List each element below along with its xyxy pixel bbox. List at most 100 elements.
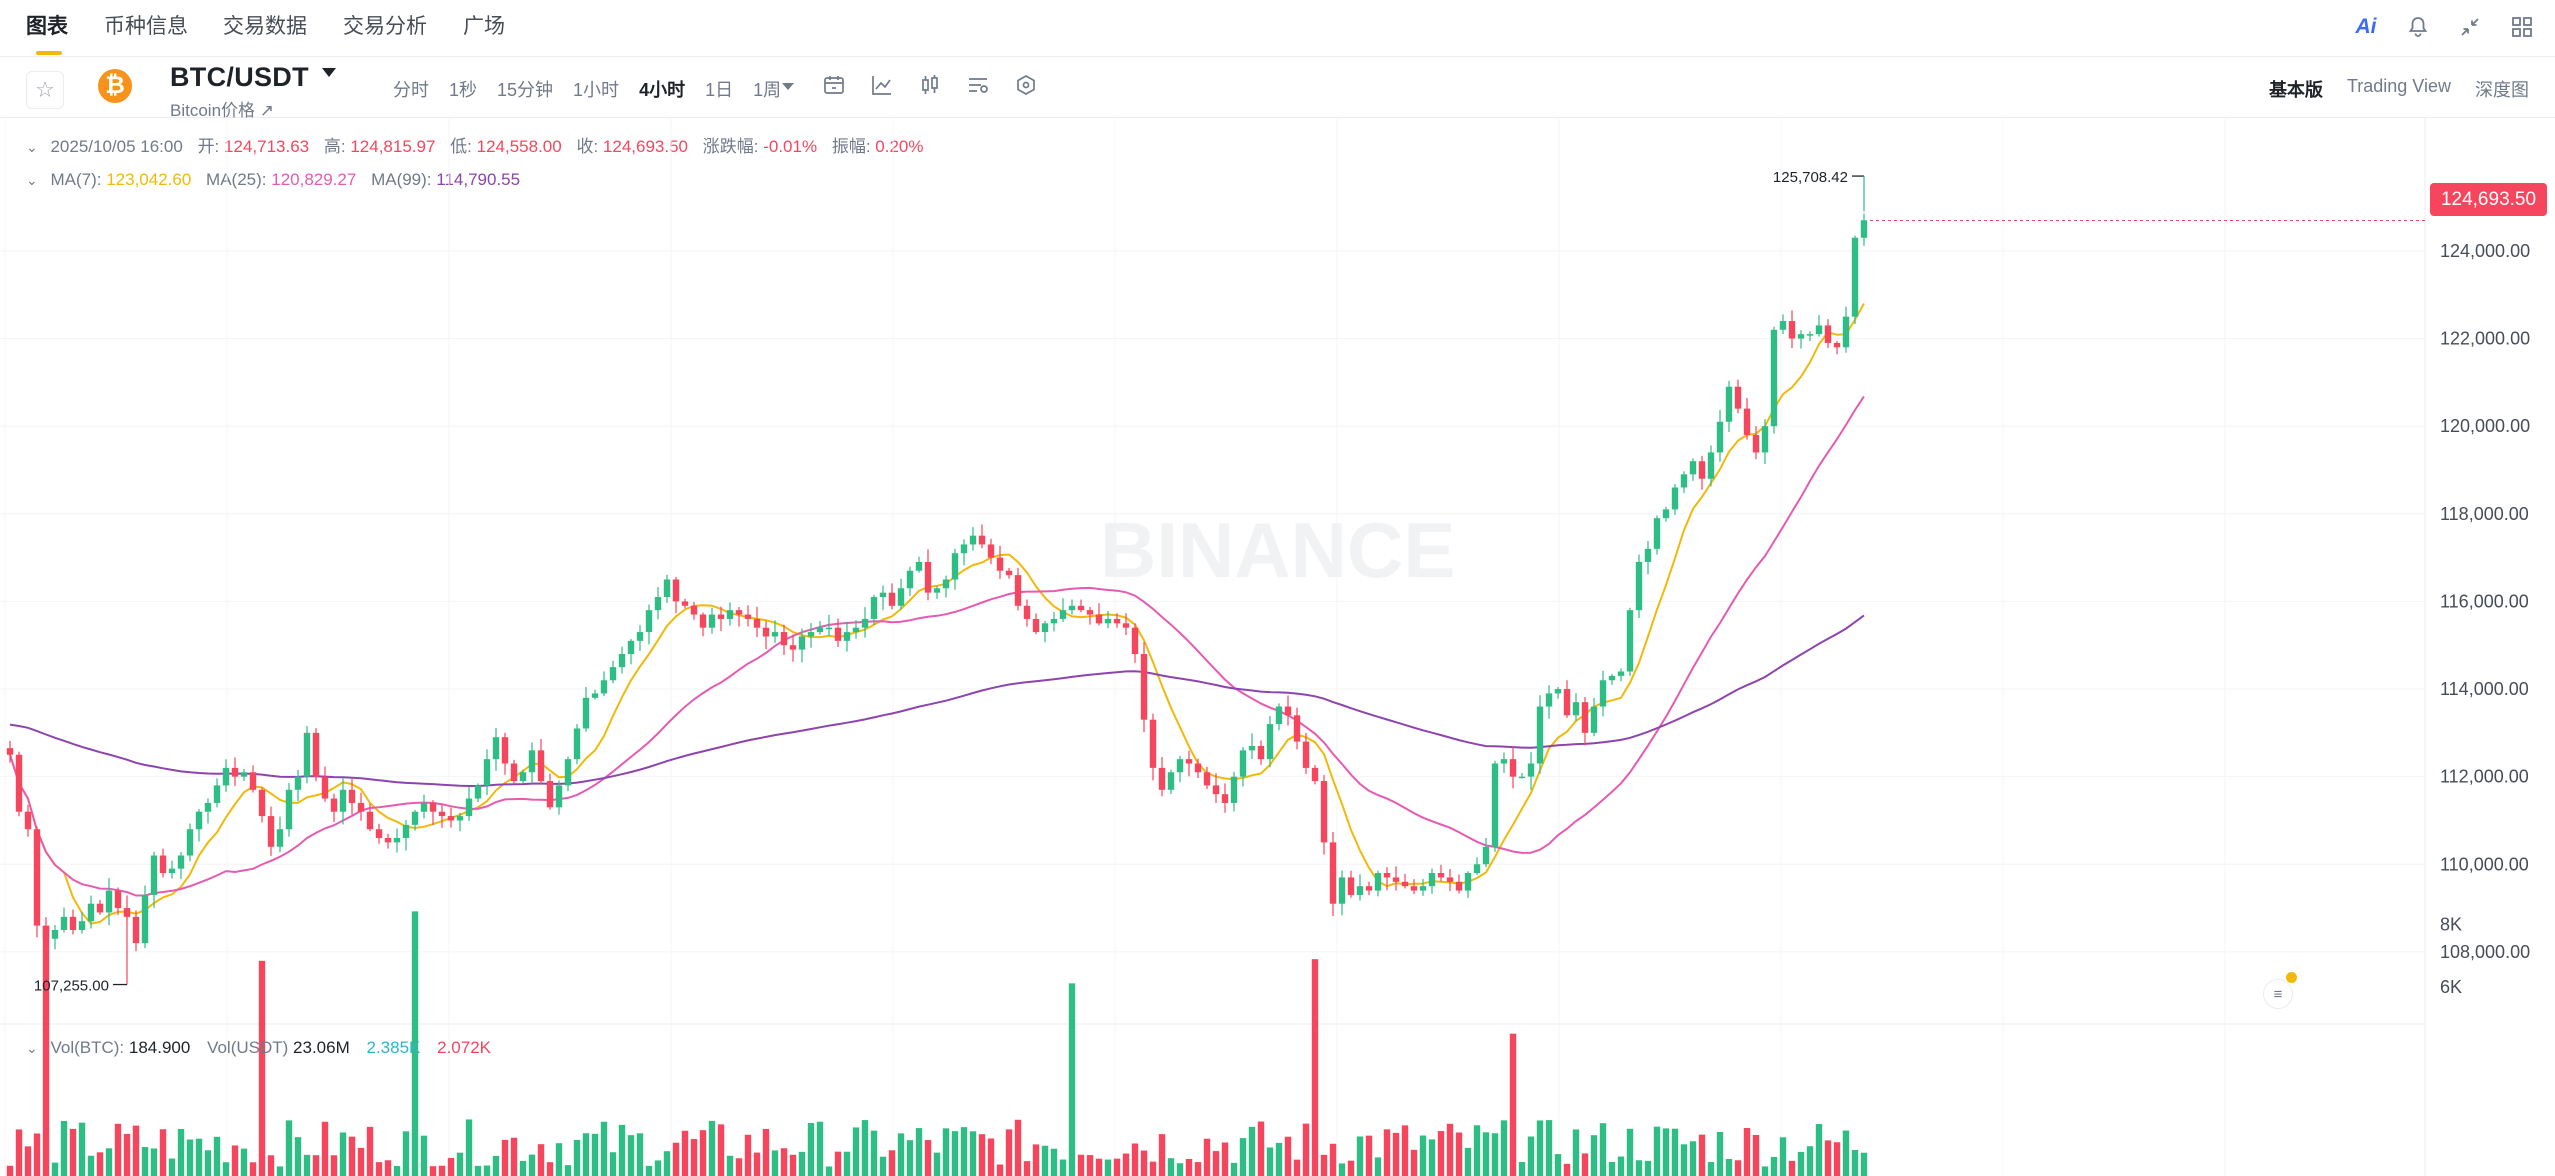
view-depth[interactable]: 深度图 bbox=[2475, 80, 2529, 100]
candle-up bbox=[150, 855, 158, 895]
chevron-down-icon[interactable]: ⌄ bbox=[26, 1040, 38, 1056]
candlestick-chart[interactable]: BINANCE 124,000.00 122,000.00 120,000.00 11… bbox=[0, 117, 2555, 1176]
volume-bar bbox=[1194, 1162, 1202, 1176]
tab-coin-info[interactable]: 币种信息 bbox=[104, 15, 188, 38]
candle-up bbox=[1572, 702, 1580, 716]
chart-settings-icon[interactable] bbox=[964, 71, 992, 99]
candle-down bbox=[330, 798, 338, 812]
volume-bar bbox=[1176, 1163, 1184, 1176]
volume-bar bbox=[591, 1133, 599, 1176]
volume-bar bbox=[1815, 1124, 1823, 1176]
candle-up bbox=[564, 759, 572, 786]
candle-up bbox=[663, 579, 671, 598]
candle-up bbox=[222, 767, 230, 786]
interval-timeline[interactable]: 分时 bbox=[393, 80, 429, 100]
view-basic[interactable]: 基本版 bbox=[2268, 80, 2323, 100]
volume-bar bbox=[312, 1155, 320, 1176]
candle-type-icon[interactable] bbox=[916, 71, 944, 99]
candle-up bbox=[1680, 474, 1688, 488]
caret-down-icon[interactable] bbox=[322, 68, 336, 77]
candle-down bbox=[69, 916, 77, 930]
candle-down bbox=[672, 579, 680, 602]
candle-up bbox=[1725, 386, 1733, 422]
interval-1d[interactable]: 1日 bbox=[705, 80, 734, 100]
ohlc-info-row: ⌄ 2025/10/05 16:00 开: 124,713.63 高: 124,… bbox=[26, 137, 924, 156]
volume-bar bbox=[1041, 1145, 1049, 1176]
document-icon[interactable]: ≡ bbox=[2263, 979, 2293, 1009]
tab-trading-data[interactable]: 交易数据 bbox=[223, 15, 307, 38]
volume-bar bbox=[627, 1135, 635, 1176]
volume-bar bbox=[1032, 1144, 1040, 1176]
candle-down bbox=[1302, 741, 1310, 768]
candle-up bbox=[1842, 316, 1850, 348]
volume-bar bbox=[1293, 1159, 1301, 1176]
bell-icon[interactable] bbox=[2403, 12, 2433, 42]
volume-bar bbox=[384, 1160, 392, 1176]
indicator-line-icon[interactable] bbox=[868, 71, 896, 99]
volume-bar bbox=[1428, 1139, 1436, 1176]
volume-bar bbox=[582, 1133, 590, 1176]
hexagon-settings-icon[interactable] bbox=[1012, 71, 1040, 99]
candle-up bbox=[1275, 706, 1283, 725]
volume-bar bbox=[1392, 1132, 1400, 1176]
chevron-down-icon[interactable]: ⌄ bbox=[26, 139, 38, 155]
candle-up bbox=[1779, 321, 1787, 330]
ai-icon[interactable]: Ai bbox=[2355, 15, 2377, 38]
volume-bar bbox=[420, 1135, 428, 1176]
collapse-icon[interactable] bbox=[2455, 12, 2485, 42]
symbol-pair-selector[interactable]: BTC/USDT bbox=[170, 62, 309, 92]
candle-up bbox=[465, 798, 473, 817]
chart-grid bbox=[0, 117, 2426, 1176]
candle-down bbox=[132, 916, 140, 944]
volume-bar bbox=[240, 1148, 248, 1176]
tab-chart[interactable]: 图表 bbox=[26, 15, 68, 38]
grid-icon[interactable] bbox=[2507, 12, 2537, 42]
candle-down bbox=[1284, 706, 1292, 716]
ma25-line bbox=[9, 395, 1865, 897]
volume-bar bbox=[1617, 1156, 1625, 1176]
volume-bar bbox=[1563, 1163, 1571, 1176]
more-intervals-caret-icon[interactable] bbox=[782, 83, 794, 90]
candle-down bbox=[1824, 325, 1832, 343]
candle-down bbox=[987, 544, 995, 558]
interval-1s[interactable]: 1秒 bbox=[449, 80, 478, 100]
interval-1h[interactable]: 1小时 bbox=[573, 80, 620, 100]
tab-square[interactable]: 广场 bbox=[463, 15, 505, 38]
candle-down bbox=[1257, 745, 1265, 760]
price-tick-label: 122,000.00 bbox=[2440, 329, 2530, 349]
interval-4h[interactable]: 4小时 bbox=[639, 80, 686, 100]
favorite-star-icon[interactable]: ☆ bbox=[26, 71, 64, 109]
volume-bar bbox=[1527, 1136, 1535, 1176]
volume-bar bbox=[1302, 1123, 1310, 1176]
interval-15m[interactable]: 15分钟 bbox=[497, 80, 554, 100]
volume-bar bbox=[132, 1125, 140, 1176]
volume-bar bbox=[681, 1130, 689, 1176]
volume-bar bbox=[1365, 1135, 1373, 1176]
candle-down bbox=[1032, 618, 1040, 633]
volume-bar bbox=[1635, 1160, 1643, 1176]
view-tradingview[interactable]: Trading View bbox=[2346, 76, 2451, 96]
interval-1w[interactable]: 1周 bbox=[753, 80, 782, 100]
candle-down bbox=[438, 811, 446, 817]
volume-bar bbox=[393, 1165, 401, 1176]
candle-up bbox=[960, 544, 968, 554]
volume-bar bbox=[1509, 1033, 1517, 1176]
change-value: -0.01% bbox=[763, 137, 818, 156]
candle-up bbox=[1266, 724, 1274, 760]
candle-down bbox=[735, 610, 743, 615]
symbol-subtitle-link[interactable]: Bitcoin价格 ↗ bbox=[170, 101, 274, 120]
candle-up bbox=[519, 772, 527, 782]
volume-bar bbox=[852, 1127, 860, 1176]
tab-trading-analysis[interactable]: 交易分析 bbox=[343, 15, 427, 38]
candle-up bbox=[600, 680, 608, 694]
volume-bar bbox=[222, 1162, 230, 1176]
volume-tick-label: 8K bbox=[2440, 914, 2462, 934]
volume-bar bbox=[483, 1165, 491, 1176]
volume-bar bbox=[1743, 1128, 1751, 1176]
interval-selector: 分时 1秒 15分钟 1小时 4小时 1日 1周 bbox=[393, 76, 801, 102]
candle-up bbox=[1428, 873, 1436, 887]
date-range-icon[interactable] bbox=[820, 71, 848, 99]
ma7-line bbox=[9, 303, 1865, 925]
chevron-down-icon[interactable]: ⌄ bbox=[26, 172, 38, 188]
volume-bar bbox=[1005, 1129, 1013, 1176]
